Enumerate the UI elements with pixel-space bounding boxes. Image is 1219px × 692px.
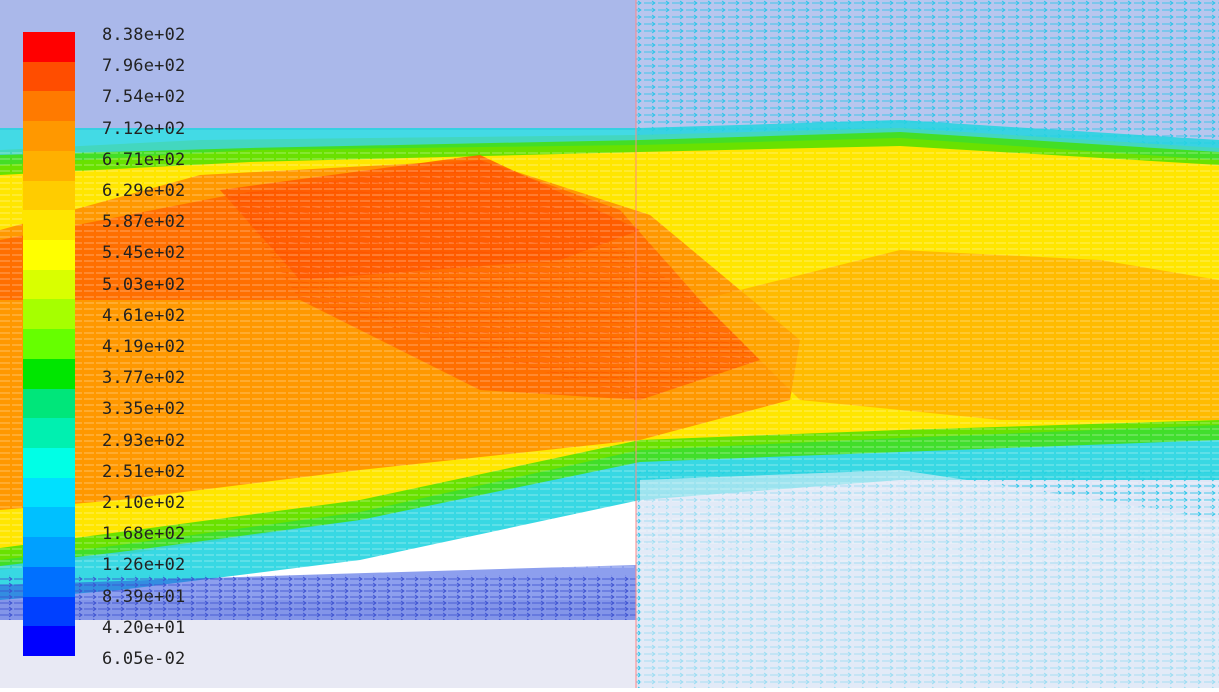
- colorbar-label: 4.61e+02: [102, 305, 186, 326]
- colorbar-label: 7.54e+02: [102, 87, 186, 108]
- colorbar-swatch: [23, 537, 75, 568]
- colorbar-swatch: [23, 121, 75, 152]
- colorbar-swatch: [23, 240, 75, 271]
- colorbar-labels: 8.38e+02 7.96e+02 7.54e+02 7.12e+02 6.71e+02…: [102, 0, 232, 688]
- colorbar-swatch: [23, 358, 75, 390]
- colorbar-label: 2.93e+02: [102, 430, 186, 451]
- colorbar-label: 3.77e+02: [102, 368, 186, 389]
- colorbar-label: 6.29e+02: [102, 181, 186, 201]
- colorbar-swatch: [23, 32, 75, 63]
- colorbar-swatch: [23, 507, 75, 538]
- colorbar-swatch: [23, 596, 75, 627]
- colorbar-label: 1.68e+02: [102, 524, 186, 545]
- colorbar-label: 2.10e+02: [102, 493, 186, 513]
- colorbar-label: 4.20e+01: [102, 617, 186, 638]
- colorbar-swatch: [23, 91, 75, 122]
- colorbar-label: 5.45e+02: [102, 243, 186, 264]
- colorbar-swatch: [23, 448, 75, 479]
- colorbar-swatch: [23, 626, 75, 657]
- core-orange-vectors: [230, 160, 760, 400]
- colorbar-swatch: [23, 329, 75, 360]
- colorbar-label: 5.87e+02: [102, 212, 186, 233]
- colorbar-label: 6.71e+02: [102, 149, 186, 170]
- colorbar-swatch: [23, 566, 75, 598]
- colorbar-label: 5.03e+02: [102, 274, 186, 295]
- colorbar-label: 7.96e+02: [102, 56, 186, 77]
- colorbar-swatch: [23, 299, 75, 330]
- colorbar-label: 2.51e+02: [102, 461, 186, 482]
- colorbar-swatch: [23, 210, 75, 241]
- colorbar-label: 8.39e+01: [102, 586, 186, 607]
- colorbar-swatch: [23, 388, 75, 419]
- colorbar-label: 6.05e-02: [102, 649, 186, 669]
- colorbar-label: 8.38e+02: [102, 25, 186, 45]
- colorbar-swatch: [23, 180, 75, 211]
- colorbar-swatch: [23, 61, 75, 92]
- near-wall-hatch: [0, 575, 636, 620]
- colorbar-swatch: [23, 477, 75, 508]
- colorbar-swatch: [23, 269, 75, 300]
- upper-green-band: [0, 132, 1219, 175]
- colorbar-swatch: [23, 150, 75, 182]
- colorbar-label: 7.12e+02: [102, 118, 186, 139]
- colorbar: [23, 32, 75, 657]
- colorbar-label: 1.26e+02: [102, 555, 186, 576]
- colorbar-label: 4.19e+02: [102, 337, 186, 357]
- colorbar-label: 3.35e+02: [102, 399, 186, 420]
- colorbar-swatch: [23, 418, 75, 449]
